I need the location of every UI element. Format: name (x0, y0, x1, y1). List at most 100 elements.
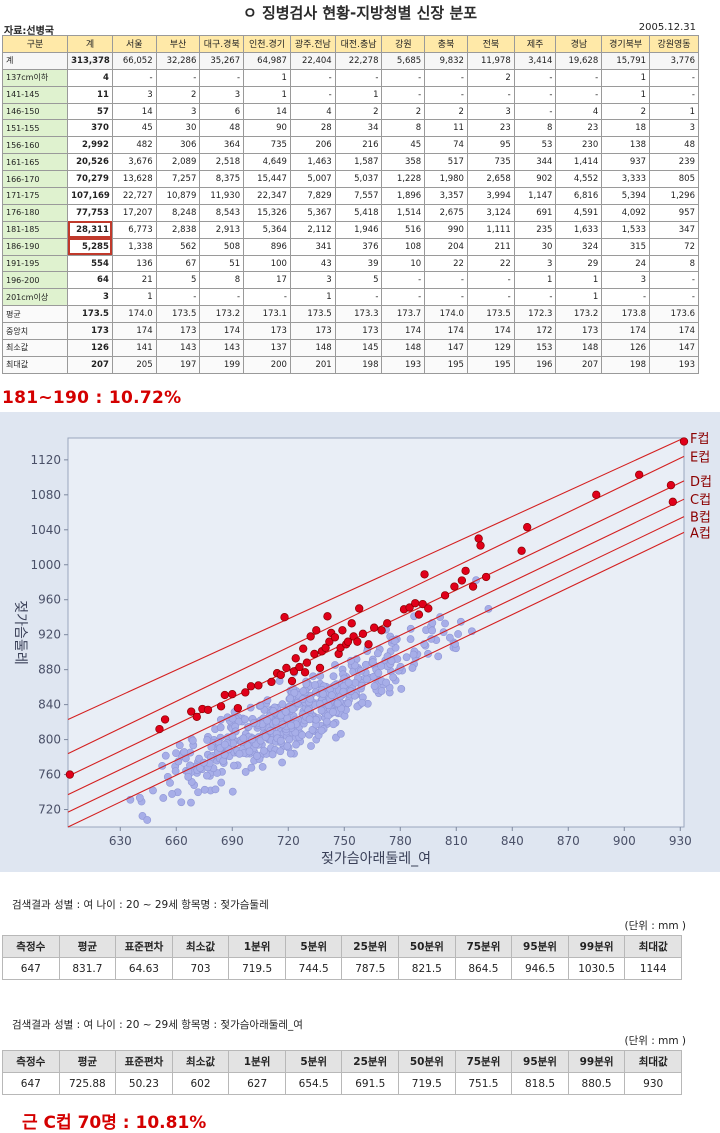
table-cell: - (466, 288, 515, 307)
table-cell: - (513, 85, 557, 104)
table-cell: 53 (513, 136, 557, 155)
table-cell: 198 (601, 355, 651, 374)
result2-condition: 검색결과 성별 : 여 나이 : 20 ~ 29세 항목명 : 젖가슴아래둘레_… (12, 1019, 303, 1031)
x-tick-label: 840 (501, 834, 524, 848)
data-point (406, 635, 415, 643)
highlight-point (420, 570, 429, 579)
data-point (311, 681, 319, 689)
total-cell: 126 (67, 339, 113, 357)
height-distribution-table: 구분 계 서울 부산 대구.경북 인천.경기 광주.전남 대전.충남 강원 충북 전북 제주 경남 경기북… (1, 35, 699, 374)
table-cell: 4,092 (601, 203, 651, 222)
table-cell: 173 (555, 322, 603, 341)
highlight-point (241, 688, 250, 697)
table-cell: 306 (155, 136, 201, 155)
result-value: 602 (171, 1072, 230, 1095)
highlight-point (457, 576, 467, 585)
table-cell: 2 (155, 85, 201, 104)
highlight-point (383, 619, 392, 628)
table-cell: 517 (424, 153, 468, 172)
table-cell: 805 (649, 170, 699, 189)
table-cell: 562 (155, 237, 201, 256)
table-title: ㅇ 징병검사 현황-지방청별 신장 분포 (242, 4, 478, 22)
table-cell: - (424, 288, 468, 307)
data-point (329, 672, 338, 681)
y-tick-label: 800 (38, 733, 61, 747)
table-cell: 74 (424, 136, 468, 155)
table-cell: 4,649 (243, 153, 291, 172)
column-header: 부산 (155, 35, 201, 53)
table-cell: 32,286 (155, 51, 201, 70)
table-cell: 196 (513, 355, 557, 374)
row-label: 최소값 (1, 339, 69, 357)
result-value: 50.23 (115, 1072, 173, 1095)
row-label: 191-195 (1, 254, 69, 273)
table-row: 137cm이하 4- - -1- - - -2- -1- (1, 68, 699, 87)
total-cell: 4 (67, 68, 113, 87)
highlight-point (325, 637, 334, 646)
result-value: 831.7 (58, 957, 117, 980)
table-cell: 35,267 (199, 51, 245, 70)
table-cell: 199 (199, 355, 245, 374)
table-cell: 148 (289, 339, 336, 357)
table-cell: 174 (466, 322, 515, 341)
highlight-point (411, 599, 420, 608)
highlight-point (377, 626, 386, 635)
data-point (188, 736, 197, 745)
x-axis-label: 젖가슴아래둘레_여 (321, 851, 431, 867)
y-tick-label: 1120 (30, 453, 61, 467)
total-cell: 554 (67, 254, 113, 273)
table-cell: - (555, 85, 603, 104)
data-point (454, 630, 462, 638)
result-value: 725.88 (58, 1072, 117, 1095)
table-cell: 1,228 (381, 170, 426, 189)
total-cell: 2,992 (67, 136, 113, 155)
table-cell: 22,278 (334, 51, 383, 70)
data-point (333, 699, 342, 708)
table-cell: 22,727 (111, 187, 157, 205)
data-point (268, 750, 277, 759)
column-header: 제주 (513, 35, 557, 53)
table-cell: 482 (111, 136, 157, 155)
table-cell: 148 (555, 339, 603, 357)
highlight-point (679, 437, 689, 446)
data-point (283, 742, 292, 750)
data-point (245, 747, 254, 756)
data-point (299, 687, 308, 696)
x-tick-label: 660 (165, 834, 188, 848)
result-value-row: 647 831.7 64.63 703 719.5 744.5 787.5 821.5 864.… (2, 957, 682, 980)
data-point (358, 698, 367, 707)
data-point (276, 747, 285, 756)
table-cell: 211 (466, 237, 515, 256)
table-cell: 1 (555, 288, 603, 307)
table-cell: 18 (601, 119, 651, 138)
result-header: 5분위 (284, 935, 343, 958)
result-value: 864.5 (454, 957, 513, 980)
table-cell: 1,633 (555, 220, 603, 239)
result-value: 719.5 (398, 1072, 456, 1095)
table-row: 191-195 554 136 67 51 100 43 39 10 22 22 3 29 24 8 (1, 254, 699, 273)
table-cell: 7,257 (155, 170, 201, 189)
column-header: 대전.충남 (334, 35, 383, 53)
table-cell: - (334, 288, 383, 307)
table-cell: 207 (555, 355, 603, 374)
table-cell: 173.6 (649, 305, 699, 324)
table-cell: 147 (649, 339, 699, 357)
table-cell: 22 (466, 254, 515, 273)
table-cell: 2 (601, 102, 651, 121)
table-cell: 6 (199, 102, 245, 121)
row-label: 최대값 (1, 355, 69, 374)
result-value: 719.5 (228, 957, 286, 980)
highlight-point (291, 654, 300, 663)
table-cell: - (381, 68, 426, 87)
data-point (374, 669, 383, 677)
table-cell: - (424, 68, 468, 87)
table-cell: 195 (466, 355, 515, 374)
data-point (319, 690, 328, 698)
table-cell: - (466, 271, 515, 290)
y-tick-label: 960 (38, 593, 61, 607)
row-label: 201cm이상 (1, 288, 69, 307)
x-tick-label: 810 (445, 834, 468, 848)
total-cell: 370 (67, 119, 113, 138)
table-cell: 143 (155, 339, 201, 357)
data-point (211, 785, 220, 794)
